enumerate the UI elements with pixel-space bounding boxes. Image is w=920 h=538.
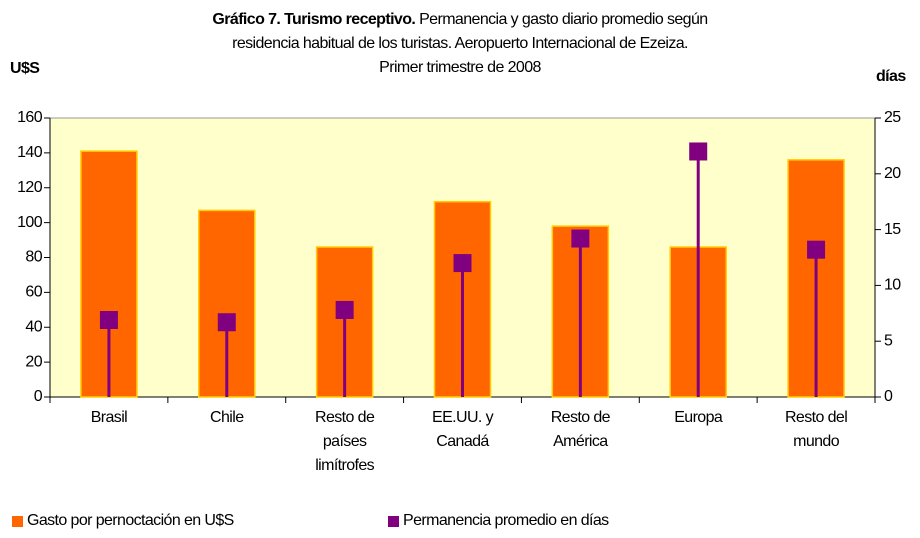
- marker: [99, 310, 118, 329]
- legend-item: Permanencia promedio en días: [388, 512, 609, 530]
- marker: [335, 300, 354, 319]
- x-tick-label: Resto de América: [550, 409, 611, 450]
- x-tick-label: Chile: [210, 409, 244, 426]
- marker: [217, 313, 236, 332]
- legend-label: Gasto por pernoctación en U$S: [27, 512, 234, 529]
- legend-item: Gasto por pernoctación en U$S: [12, 512, 234, 530]
- y-tick-label: 40: [25, 318, 42, 335]
- y2-tick-label: 20: [884, 165, 901, 182]
- marker: [689, 142, 708, 161]
- subtitle-line: Permanencia y gasto diario promedio segú…: [419, 11, 708, 28]
- y-tick-label: 120: [17, 179, 43, 196]
- y-tick-label: 0: [34, 388, 43, 405]
- y-tick-label: 140: [17, 144, 43, 161]
- legend-swatch: [12, 515, 23, 527]
- marker: [453, 254, 472, 273]
- y2-tick-label: 15: [884, 221, 901, 238]
- y2-tick-label: 25: [884, 109, 901, 126]
- y-tick-label: 60: [25, 284, 42, 301]
- marker: [807, 240, 826, 259]
- x-tick-label: Resto de países limítrofes: [315, 409, 375, 474]
- chart-title-block: Gráfico 7. Turismo receptivo. Permanenci…: [0, 8, 920, 80]
- subtitle-line: Primer trimestre de 2008: [379, 59, 541, 76]
- x-tick-label: Europa: [674, 409, 723, 426]
- y-axis-label: U$S: [10, 60, 40, 77]
- legend-label: Permanencia promedio en días: [403, 512, 609, 529]
- y2-tick-label: 10: [884, 277, 901, 294]
- subtitle-line: residencia habitual de los turistas. Aer…: [232, 35, 688, 52]
- marker: [571, 229, 590, 248]
- x-tick-label: Brasil: [90, 409, 128, 426]
- y2-tick-label: 0: [884, 388, 893, 405]
- legend-swatch: [388, 515, 399, 527]
- y-tick-label: 20: [25, 353, 42, 370]
- x-tick-label: EE.UU. y Canadá: [432, 409, 494, 450]
- y2-tick-label: 5: [884, 332, 893, 349]
- y-tick-label: 160: [17, 109, 43, 126]
- y2-axis-label: días: [876, 68, 906, 85]
- y-tick-label: 100: [17, 214, 43, 231]
- y-tick-label: 80: [25, 249, 42, 266]
- x-tick-label: Resto del mundo: [784, 409, 848, 450]
- chart-title: Gráfico 7. Turismo receptivo.: [212, 11, 416, 28]
